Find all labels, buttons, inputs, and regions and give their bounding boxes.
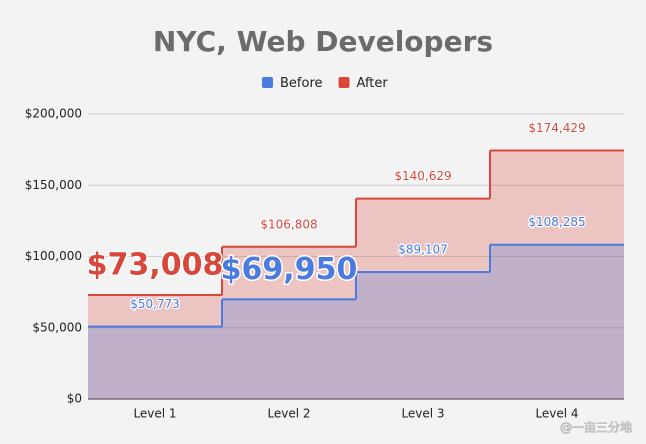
- value-label: $140,629: [394, 169, 451, 183]
- step-area: [490, 244, 624, 399]
- legend-swatch: [338, 77, 350, 88]
- highlight-label: $69,950: [221, 252, 358, 287]
- y-tick-label: $50,000: [32, 320, 82, 334]
- legend-label: Before: [280, 76, 323, 91]
- y-tick-label: $0: [67, 392, 82, 406]
- watermark: @一亩三分地: [560, 420, 632, 435]
- value-label: $174,429: [528, 121, 585, 135]
- y-tick-label: $100,000: [25, 249, 82, 263]
- x-tick-label: Level 4: [535, 407, 578, 421]
- value-label: $108,285: [528, 215, 585, 229]
- legend-label: After: [357, 76, 389, 91]
- step-area: [356, 198, 490, 399]
- x-tick-label: Level 1: [133, 407, 176, 421]
- value-label: $89,107: [398, 243, 448, 257]
- chart-title: NYC, Web Developers: [153, 25, 493, 58]
- step-area: [490, 150, 624, 399]
- step-area: [222, 246, 356, 399]
- x-tick-label: Level 3: [401, 407, 444, 421]
- highlight-label: $73,008: [87, 247, 224, 282]
- step-area: [356, 272, 490, 399]
- y-tick-label: $150,000: [25, 178, 82, 192]
- x-tick-label: Level 2: [267, 407, 310, 421]
- step-area: [88, 326, 222, 399]
- step-area: [88, 294, 222, 399]
- legend-swatch: [262, 77, 273, 88]
- value-label: $106,808: [260, 217, 317, 231]
- step-area: [222, 299, 356, 399]
- value-label: $50,773: [130, 297, 180, 311]
- y-tick-label: $200,000: [25, 107, 82, 121]
